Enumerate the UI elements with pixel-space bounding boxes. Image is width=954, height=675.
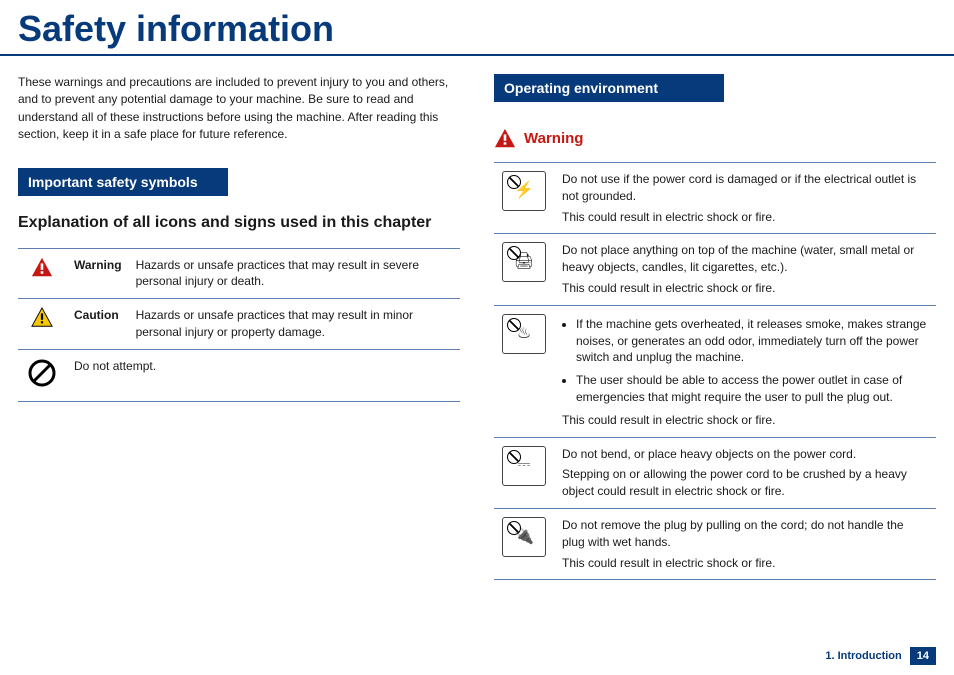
- pictogram-outlet-icon: ⚡: [502, 171, 546, 211]
- warning-icon: [31, 257, 53, 277]
- footer-chapter: 1. Introduction: [825, 650, 901, 662]
- caution-icon: [31, 307, 53, 327]
- page-footer: 1. Introduction 14: [825, 647, 936, 665]
- section-heading-environment: Operating environment: [494, 74, 724, 102]
- prohibit-icon: [27, 358, 57, 388]
- right-column: Operating environment Warning ⚡ Do not u…: [494, 74, 936, 580]
- table-row: ⎓ Do not bend, or place heavy objects on…: [494, 437, 936, 508]
- symbol-desc: Do not attempt.: [66, 349, 460, 401]
- env-bullets: If the machine gets overheated, it relea…: [562, 316, 928, 406]
- env-result: This could result in electric shock or f…: [562, 280, 928, 297]
- env-bullet: The user should be able to access the po…: [576, 372, 928, 406]
- pictogram-ontop-icon: 🖨: [502, 242, 546, 282]
- section-heading-symbols: Important safety symbols: [18, 168, 228, 196]
- env-result: This could result in electric shock or f…: [562, 209, 928, 226]
- table-row: ♨ If the machine gets overheated, it rel…: [494, 305, 936, 437]
- table-row: ⚡ Do not use if the power cord is damage…: [494, 163, 936, 234]
- pictogram-unplug-icon: 🔌: [502, 517, 546, 557]
- warning-icon: [494, 128, 516, 148]
- left-column: These warnings and precautions are inclu…: [18, 74, 460, 580]
- title-rule: [0, 54, 954, 56]
- table-row: 🖨 Do not place anything on top of the ma…: [494, 234, 936, 305]
- symbol-label: Caution: [66, 299, 128, 350]
- env-result: This could result in electric shock or f…: [562, 555, 928, 572]
- symbol-desc: Hazards or unsafe practices that may res…: [128, 248, 460, 299]
- env-text: Do not bend, or place heavy objects on t…: [562, 446, 928, 463]
- environment-table: ⚡ Do not use if the power cord is damage…: [494, 162, 936, 580]
- env-text: Do not remove the plug by pulling on the…: [562, 517, 928, 551]
- env-bullet: If the machine gets overheated, it relea…: [576, 316, 928, 366]
- symbols-table: Warning Hazards or unsafe practices that…: [18, 248, 460, 402]
- env-result: Stepping on or allowing the power cord t…: [562, 466, 928, 500]
- intro-text: These warnings and precautions are inclu…: [18, 74, 460, 144]
- footer-page-number: 14: [910, 647, 936, 665]
- table-row: 🔌 Do not remove the plug by pulling on t…: [494, 508, 936, 579]
- env-result: This could result in electric shock or f…: [562, 412, 928, 429]
- warning-heading: Warning: [494, 128, 936, 148]
- pictogram-overheat-icon: ♨: [502, 314, 546, 354]
- page-title: Safety information: [0, 0, 954, 54]
- symbols-subheading: Explanation of all icons and signs used …: [18, 214, 460, 232]
- table-row: Caution Hazards or unsafe practices that…: [18, 299, 460, 350]
- symbol-desc: Hazards or unsafe practices that may res…: [128, 299, 460, 350]
- table-row: Do not attempt.: [18, 349, 460, 401]
- warning-label: Warning: [524, 130, 583, 147]
- env-text: Do not use if the power cord is damaged …: [562, 171, 928, 205]
- pictogram-bend-icon: ⎓: [502, 446, 546, 486]
- env-text: Do not place anything on top of the mach…: [562, 242, 928, 276]
- symbol-label: Warning: [66, 248, 128, 299]
- table-row: Warning Hazards or unsafe practices that…: [18, 248, 460, 299]
- content-columns: These warnings and precautions are inclu…: [0, 74, 954, 580]
